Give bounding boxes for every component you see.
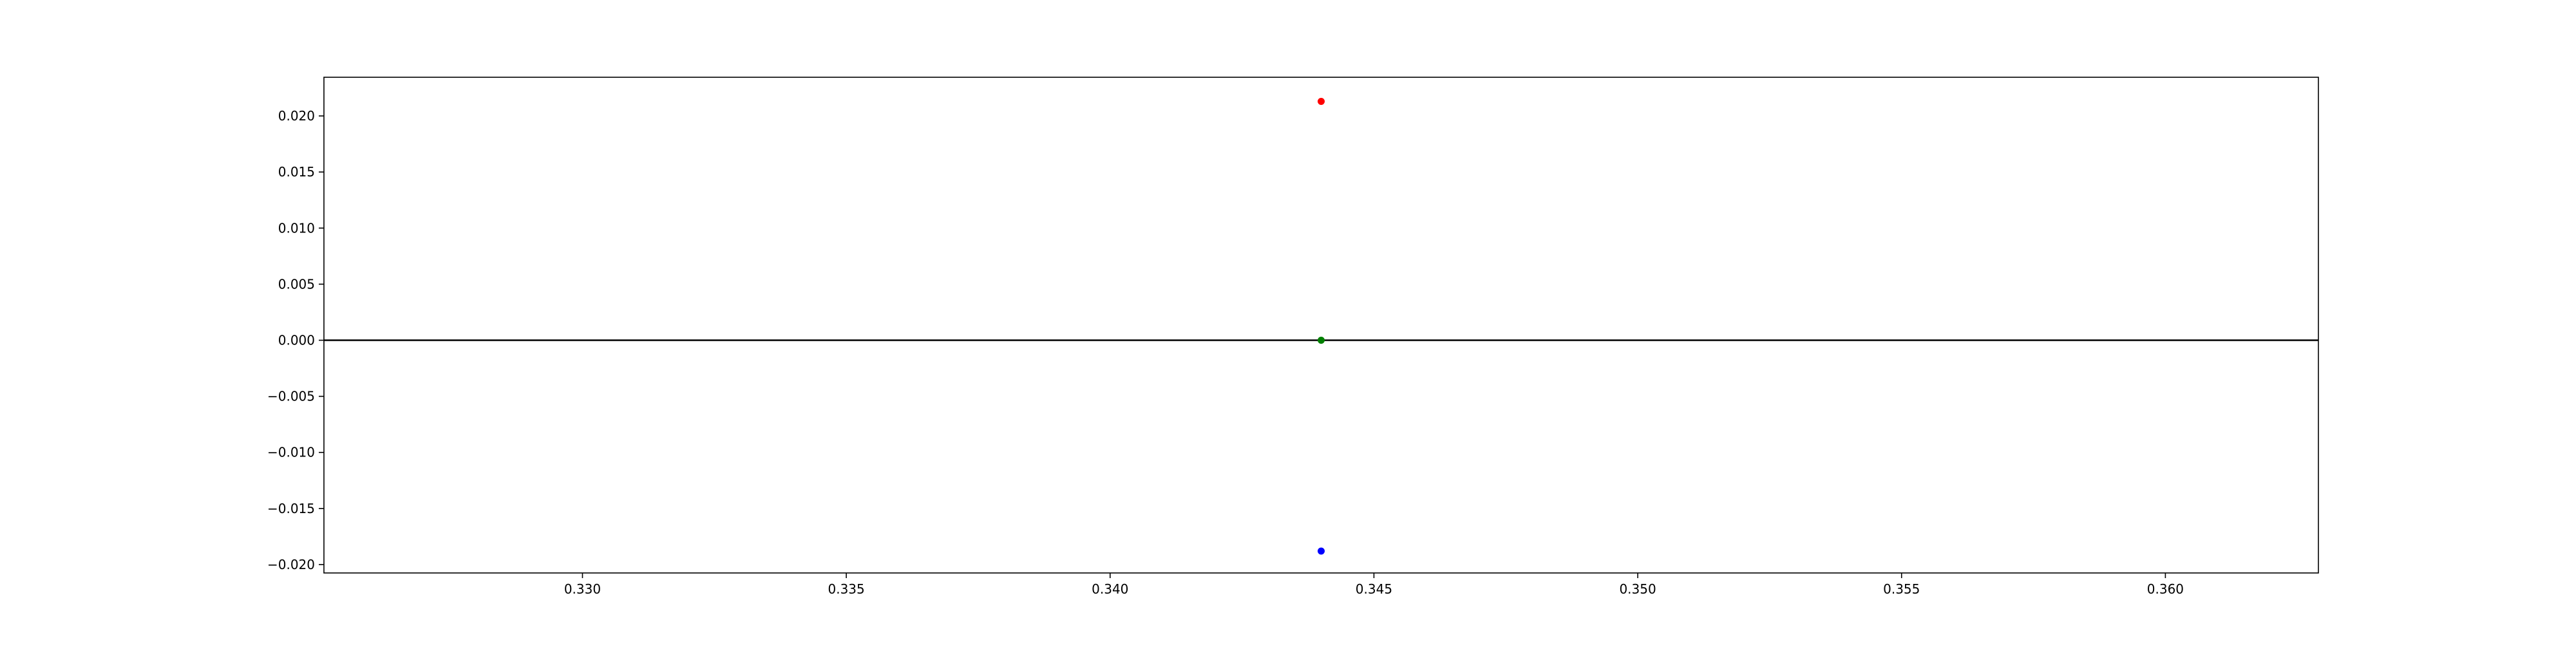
x-tick-label: 0.355 [1883, 581, 1920, 597]
data-point [1318, 337, 1325, 344]
plot-frame [323, 77, 2319, 574]
y-tick-label: 0.020 [278, 108, 315, 124]
x-tick-label: 0.330 [564, 581, 601, 597]
x-tick-label: 0.335 [828, 581, 864, 597]
y-tick-label: 0.005 [278, 276, 315, 292]
data-point [1318, 547, 1325, 555]
plot-area: 0.330 0.335 0.340 0.345 0.350 0.355 0.360 0.020… [267, 77, 2319, 597]
y-tick-label: −0.010 [267, 445, 315, 460]
x-tick-label: 0.340 [1092, 581, 1128, 597]
y-tick-label: −0.015 [267, 501, 315, 516]
y-tick-label: −0.005 [267, 389, 315, 404]
y-tick-label: 0.010 [278, 220, 315, 236]
x-tick-label: 0.360 [2147, 581, 2184, 597]
y-tick-label: 0.015 [278, 164, 315, 180]
y-tick-label: −0.020 [267, 557, 315, 572]
x-tick-label: 0.345 [1356, 581, 1392, 597]
data-point [1318, 97, 1325, 105]
x-tick-label: 0.350 [1619, 581, 1656, 597]
y-tick-label: 0.000 [278, 333, 315, 348]
